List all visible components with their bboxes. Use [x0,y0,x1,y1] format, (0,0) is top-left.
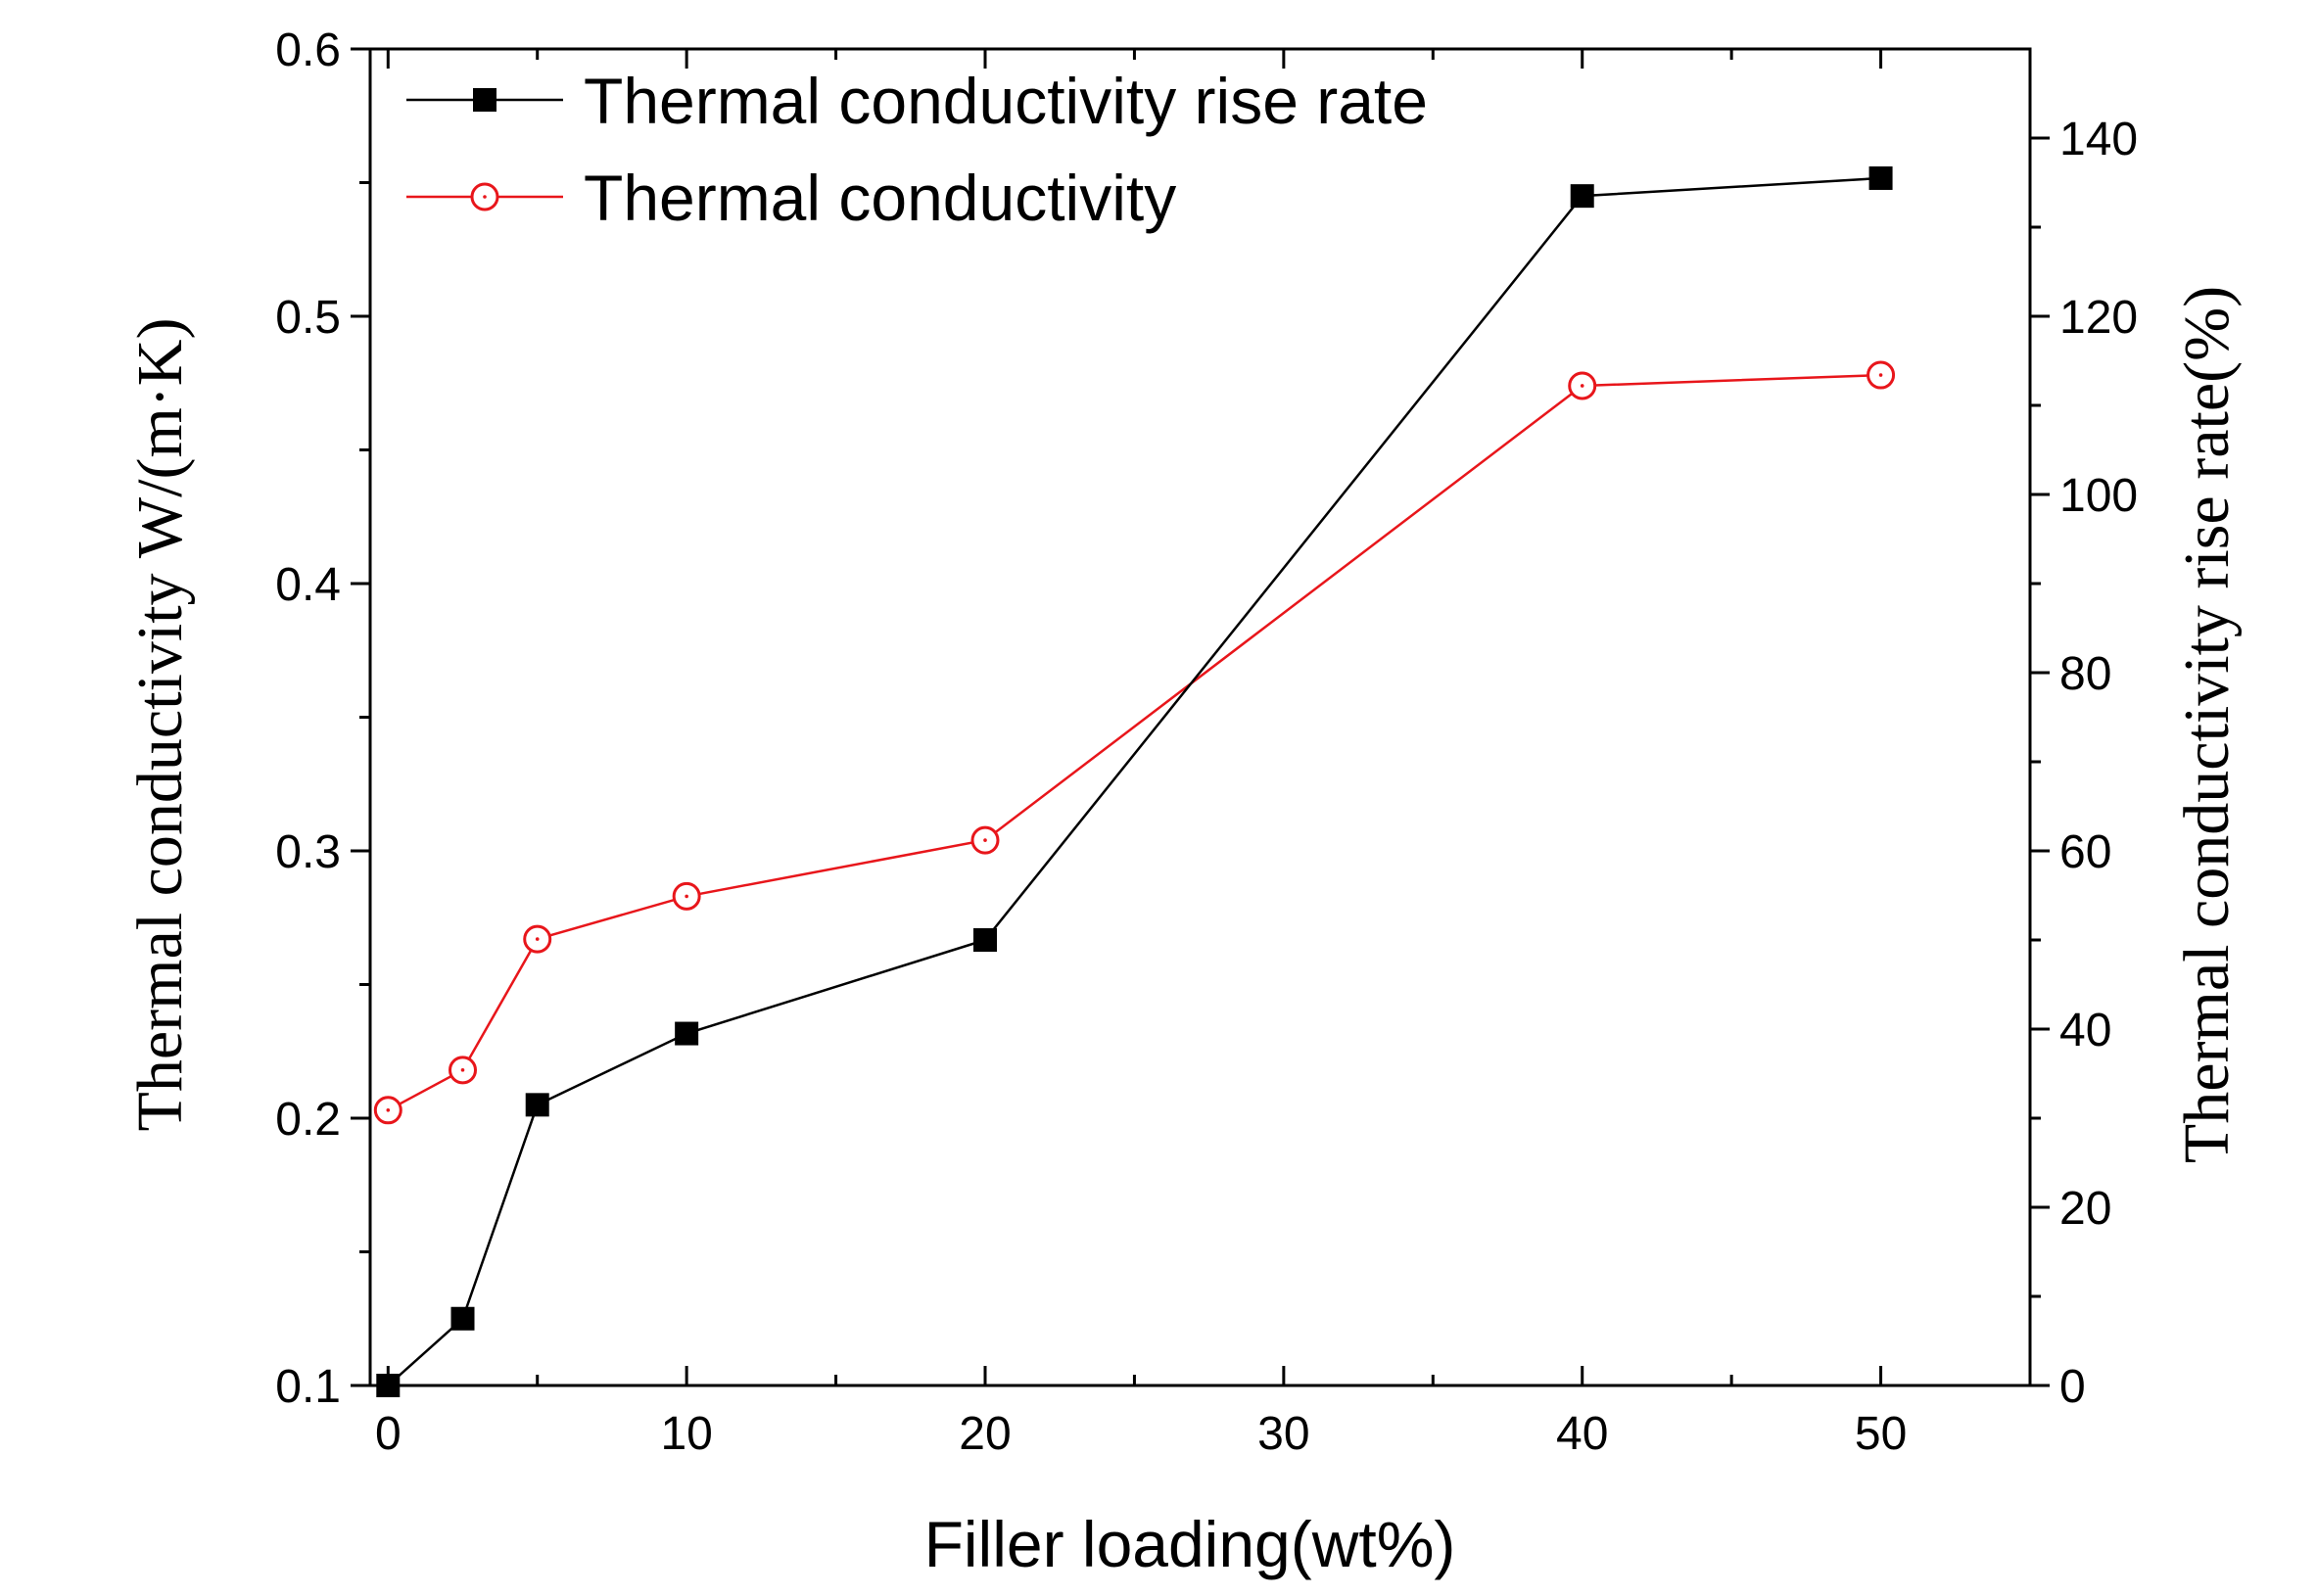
y2-tick-label: 120 [2059,292,2138,344]
y2-tick-label: 100 [2059,470,2138,522]
data-point-circle-dot [1580,384,1584,388]
x-tick-label: 30 [1257,1408,1309,1460]
y2-tick-label: 60 [2059,826,2111,878]
y-tick-label: 0.5 [275,292,341,344]
data-point-circle-dot [1878,373,1883,377]
y-tick-labels: 0.1 0.2 0.3 0.4 0.5 0.6 [275,24,341,1413]
y2-axis-title: Thermal conductivity rise rate(%) [2171,286,2243,1163]
data-point-square [1570,184,1594,209]
x-tick-label: 50 [1855,1408,1907,1460]
data-point-circle-dot [983,838,987,842]
legend-item: Thermal conductivity [406,162,1176,234]
y-tick-label: 0.1 [275,1361,341,1413]
series-thermal-conductivity [373,360,1896,1125]
data-point-circle-dot [460,1068,465,1072]
data-point-square [675,1021,699,1046]
data-point-circle-dot [535,937,540,941]
y-tick-label: 0.3 [275,826,341,878]
series-line [387,176,1881,1386]
data-point-square [973,928,998,952]
x-tick-label: 0 [375,1408,402,1460]
data-point-square [376,1374,401,1397]
x-tick-labels: 0 10 20 30 40 50 [375,1408,1907,1460]
y2-tick-labels: 0 20 40 60 80 100 120 140 [2059,114,2138,1413]
legend-item: Thermal conductivity rise rate [406,65,1428,137]
legend-label: Thermal conductivity rise rate [584,65,1428,137]
y-axis-title: Thermal conductivity W/(m·K) [124,318,196,1132]
data-point-square [1868,165,1893,190]
series-thermal-conductivity-rise-rate [376,165,1893,1397]
data-point-square [525,1093,549,1117]
x-axis-title: Filler loading(wt%) [924,1508,1456,1580]
legend: Thermal conductivity rise rate Thermal co… [406,65,1428,234]
y2-tick-label: 20 [2059,1183,2111,1235]
legend-marker-circle-dot [483,195,487,199]
plot-frame [368,47,2032,1387]
y-tick-label: 0.2 [275,1094,341,1146]
series-layer [373,165,1896,1397]
data-point-square [450,1306,475,1331]
y2-tick-label: 140 [2059,114,2138,165]
series-line [387,373,1881,1111]
legend-marker-square [473,88,496,112]
axis-ticks [351,47,2050,1387]
data-point-circle-dot [685,894,688,899]
x-tick-label: 10 [660,1408,712,1460]
x-tick-label: 40 [1556,1408,1608,1460]
y2-tick-label: 80 [2059,648,2111,700]
y-tick-label: 0.4 [275,559,341,611]
x-tick-label: 20 [959,1408,1011,1460]
y2-tick-label: 40 [2059,1005,2111,1056]
data-point-circle-dot [386,1108,391,1112]
y2-tick-label: 0 [2059,1361,2086,1413]
y-tick-label: 0.6 [275,24,341,76]
legend-label: Thermal conductivity [584,162,1176,234]
